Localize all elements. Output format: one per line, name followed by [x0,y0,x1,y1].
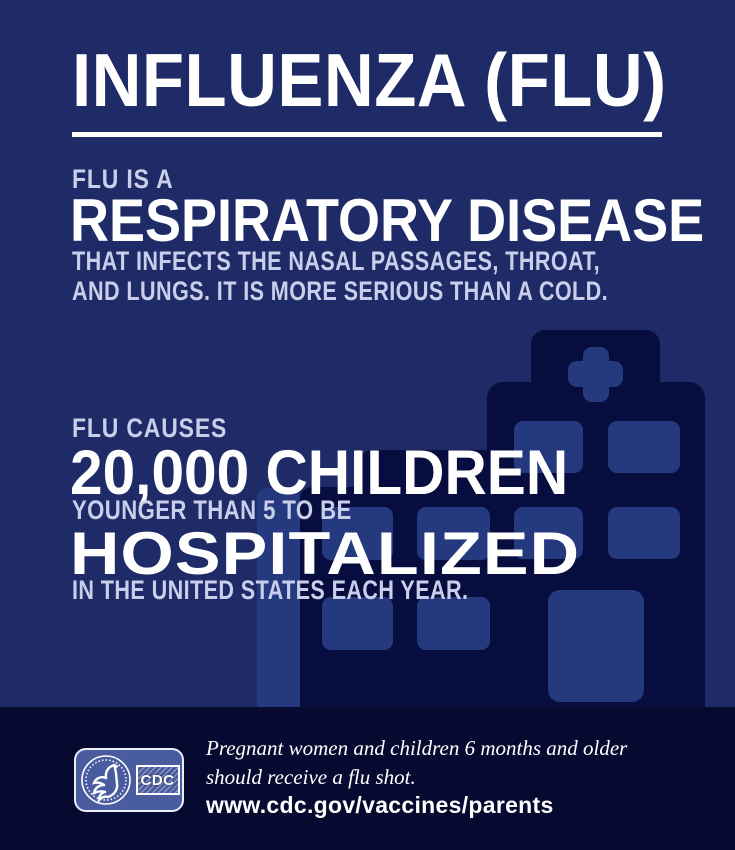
hospital-window [417,597,490,650]
hospital-window [514,421,583,473]
hhs-cdc-logo-badge: CDC [74,748,184,812]
stat-subline-1: YOUNGER THAN 5 TO BE [72,495,352,525]
hospital-pillar [257,488,300,713]
hospital-door [548,590,644,702]
hospital-window [417,507,490,560]
intro-line-1: THAT INFECTS THE NASAL PASSAGES, THROAT, [72,246,601,276]
hospital-window [514,507,583,559]
hospital-window [322,597,393,650]
footer-url-link[interactable]: www.cdc.gov/vaccines/parents [206,792,554,818]
footer-note-line-1: Pregnant women and children 6 months and… [206,736,628,760]
hospital-window [322,507,393,560]
page-title: INFLUENZA (FLU) [72,38,667,122]
medical-cross-icon [568,347,623,402]
stat-subline-2: IN THE UNITED STATES EACH YEAR. [72,575,469,605]
intro-line-2: AND LUNGS. IT IS MORE SERIOUS THAN A COL… [72,276,609,306]
stat-figure-2: HOSPITALIZED [70,520,581,587]
footer: CDC Pregnant women and children 6 months… [0,707,735,850]
footer-note-line-2: should receive a flu shot. [206,765,416,789]
hospital-window [608,507,680,559]
stat-kicker: FLU CAUSES [72,413,228,443]
intro-kicker: FLU IS A [72,164,174,194]
hospital-window [608,421,680,473]
stat-figure: 20,000 CHILDREN [70,438,569,508]
cdc-label: CDC [140,771,175,789]
hhs-eagle-icon [80,755,131,805]
title-divider [72,132,662,137]
hospital-windows [322,421,680,650]
intro-headline: RESPIRATORY DISEASE [70,187,705,254]
cdc-logo: CDC [135,765,180,795]
